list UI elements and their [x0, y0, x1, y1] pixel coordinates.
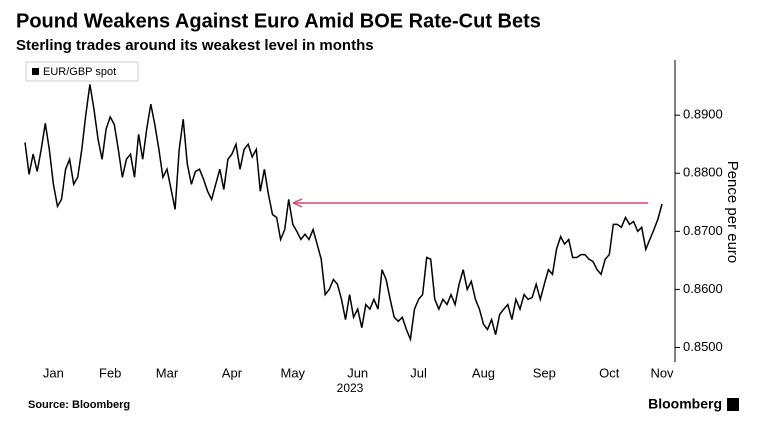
y-axis-label: Pence per euro: [724, 161, 741, 264]
x-tick-label: May: [281, 365, 306, 380]
line: [24, 84, 663, 343]
y-tick-label: 0.8600: [683, 281, 723, 296]
brand: Bloomberg: [648, 396, 722, 412]
legend-swatch: [32, 68, 39, 75]
x-tick-label: Feb: [99, 365, 121, 380]
y-tick-label: 0.8700: [683, 223, 723, 238]
x-tick-label: Apr: [222, 365, 243, 380]
legend-box: [25, 61, 139, 82]
x-tick-label: Jun: [347, 365, 368, 380]
chart-subtitle: Sterling trades around its weakest level…: [16, 37, 374, 54]
source: Source: Bloomberg: [28, 399, 130, 411]
x-tick-label: Aug: [472, 365, 495, 380]
brand-icon: [727, 398, 739, 411]
x-tick-label: Mar: [156, 365, 179, 380]
x-tick-label: Jul: [410, 365, 427, 380]
legend-label: EUR/GBP spot: [43, 66, 116, 78]
y-tick-label: 0.8900: [683, 107, 723, 122]
x-tick-label: Nov: [650, 365, 674, 380]
x-tick-label: Sep: [533, 365, 556, 380]
year-label: 2023: [337, 381, 364, 395]
x-tick-label: Oct: [599, 365, 620, 380]
arrow-head: [292, 198, 303, 208]
y-tick-label: 0.8800: [683, 165, 723, 180]
chart-title: Pound Weakens Against Euro Amid BOE Rate…: [16, 10, 541, 32]
y-tick-label: 0.8500: [683, 339, 723, 354]
x-tick-label: Jan: [43, 365, 64, 380]
